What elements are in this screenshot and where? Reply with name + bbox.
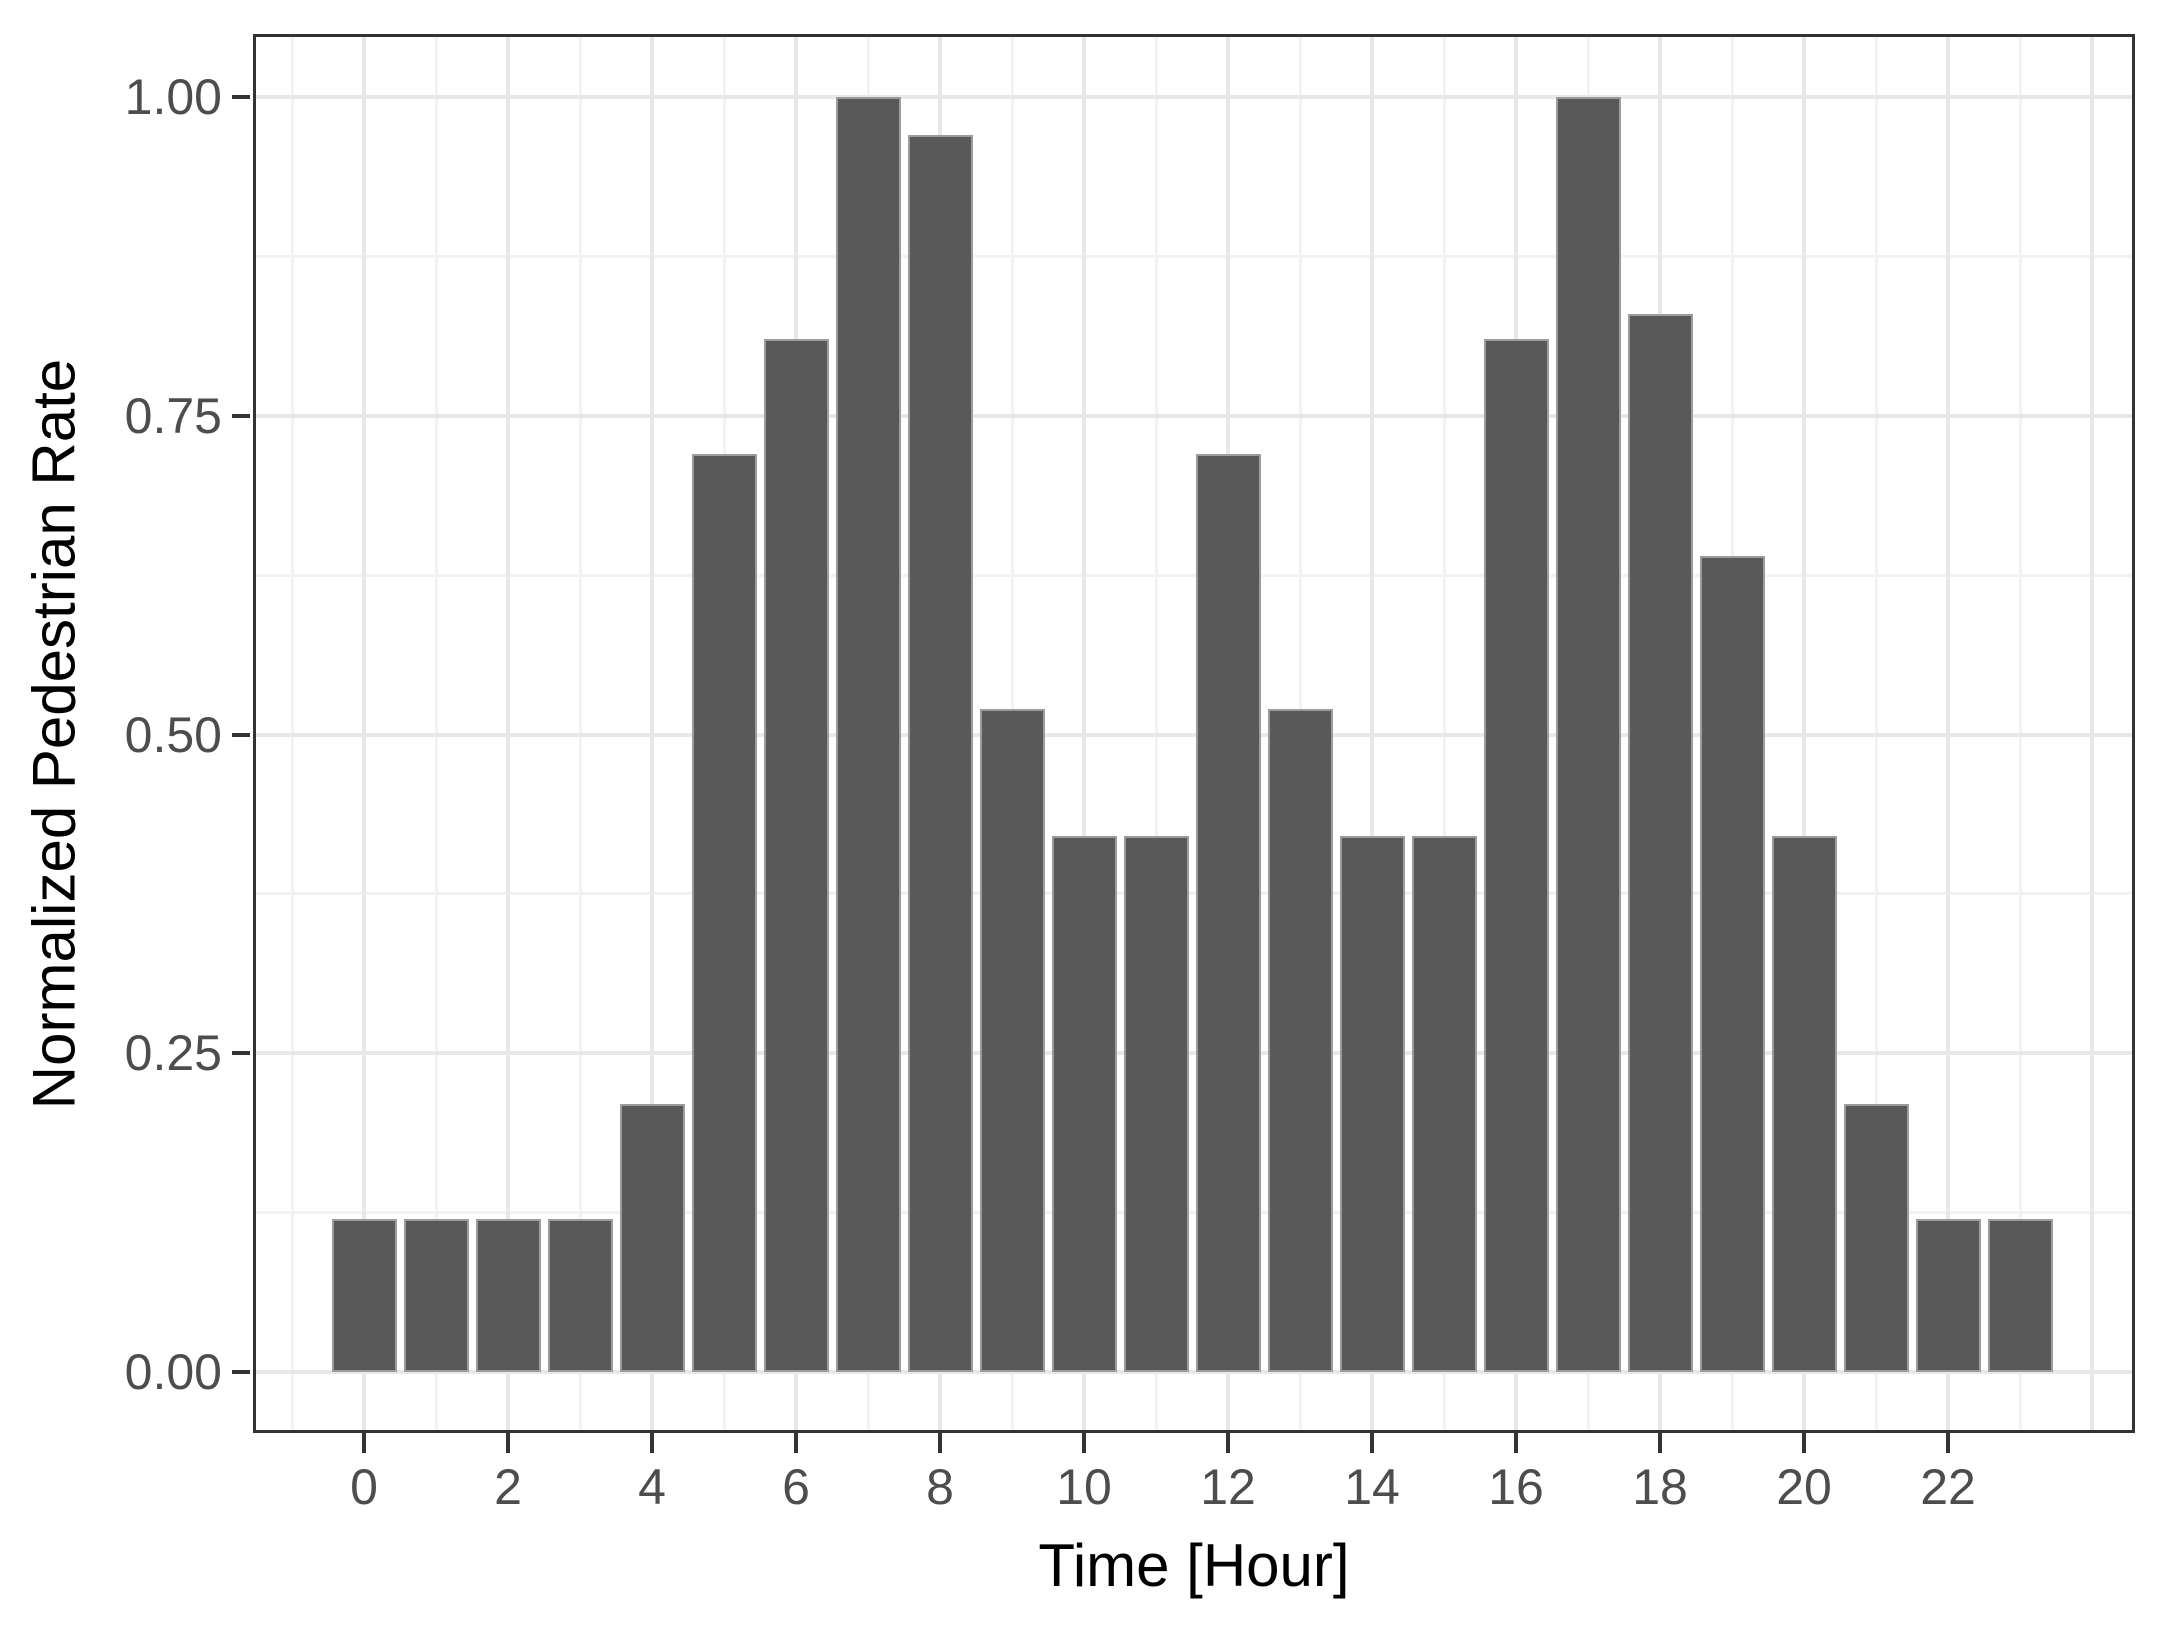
gridline-minor-h bbox=[253, 573, 2135, 577]
y-axis-tick-label: 0.75 bbox=[124, 387, 222, 444]
y-axis-tick-label: 1.00 bbox=[124, 69, 222, 125]
bar bbox=[1123, 836, 1189, 1372]
gridline-minor-h bbox=[253, 892, 2135, 896]
bar bbox=[1051, 836, 1117, 1372]
x-axis-tick-label: 8 bbox=[926, 1459, 954, 1515]
x-axis-tick-label: 20 bbox=[1776, 1459, 1832, 1515]
plot-panel bbox=[253, 34, 2135, 1433]
y-axis-tick bbox=[232, 1051, 250, 1056]
bar bbox=[1843, 1104, 1909, 1372]
x-axis-tick bbox=[1226, 1433, 1230, 1453]
x-axis-tick-label: 18 bbox=[1632, 1459, 1688, 1515]
x-axis-tick-label: 14 bbox=[1344, 1459, 1400, 1515]
bar bbox=[1267, 709, 1333, 1372]
bar bbox=[475, 1219, 541, 1372]
x-axis-tick-label: 6 bbox=[782, 1459, 810, 1515]
gridline-minor-h bbox=[253, 1211, 2135, 1215]
bar bbox=[1627, 314, 1693, 1372]
x-axis-tick-label: 22 bbox=[1920, 1459, 1976, 1515]
x-axis-tick-label: 16 bbox=[1488, 1459, 1544, 1515]
x-axis-tick bbox=[1802, 1433, 1806, 1453]
gridline-major-h bbox=[253, 1051, 2135, 1056]
x-axis-tick bbox=[1946, 1433, 1950, 1453]
bar bbox=[1771, 836, 1837, 1372]
bar bbox=[1339, 836, 1405, 1372]
x-axis-tick bbox=[938, 1433, 942, 1453]
gridline-minor-h bbox=[253, 254, 2135, 258]
y-axis-tick bbox=[232, 1370, 250, 1374]
bar bbox=[835, 97, 901, 1372]
x-axis-tick-label: 12 bbox=[1200, 1459, 1256, 1515]
x-axis-tick-label: 10 bbox=[1056, 1459, 1112, 1515]
x-axis-tick bbox=[362, 1433, 366, 1453]
y-axis-tick-label: 0.25 bbox=[124, 1025, 222, 1082]
bar bbox=[1987, 1219, 2053, 1372]
gridline-major-h bbox=[253, 413, 2135, 418]
y-axis-title: Normalized Pedestrian Rate bbox=[20, 358, 88, 1110]
x-axis-tick-label: 4 bbox=[638, 1459, 666, 1515]
x-axis-tick bbox=[506, 1433, 510, 1453]
y-axis-tick bbox=[232, 95, 250, 99]
bar bbox=[619, 1104, 685, 1372]
x-axis-tick bbox=[1082, 1433, 1086, 1453]
bar bbox=[1915, 1219, 1981, 1372]
y-axis-tick-label: 0.50 bbox=[124, 706, 222, 763]
x-axis-tick bbox=[1658, 1433, 1662, 1453]
bar bbox=[1483, 339, 1549, 1372]
bar bbox=[763, 339, 829, 1372]
y-axis-tick-label: 0.00 bbox=[124, 1344, 222, 1400]
bar bbox=[1411, 836, 1477, 1372]
x-axis-tick bbox=[650, 1433, 654, 1453]
y-axis-tick bbox=[232, 413, 250, 418]
gridline-major-h bbox=[253, 1370, 2135, 1374]
bar bbox=[403, 1219, 469, 1372]
bar bbox=[907, 135, 973, 1372]
x-axis-title: Time [Hour] bbox=[1038, 1532, 1350, 1599]
bar bbox=[979, 709, 1045, 1372]
gridline-major-h bbox=[253, 732, 2135, 737]
bar bbox=[1555, 97, 1621, 1372]
bar bbox=[547, 1219, 613, 1372]
y-axis-tick bbox=[232, 732, 250, 737]
x-axis-tick-label: 0 bbox=[350, 1459, 378, 1515]
bar bbox=[331, 1219, 397, 1372]
x-axis-tick bbox=[1514, 1433, 1518, 1453]
gridline-major-h bbox=[253, 95, 2135, 99]
bar bbox=[691, 454, 757, 1372]
x-axis-tick-label: 2 bbox=[494, 1459, 522, 1515]
x-axis-tick bbox=[1370, 1433, 1374, 1453]
bar bbox=[1195, 454, 1261, 1372]
bar bbox=[1699, 556, 1765, 1372]
x-axis-tick bbox=[794, 1433, 798, 1453]
